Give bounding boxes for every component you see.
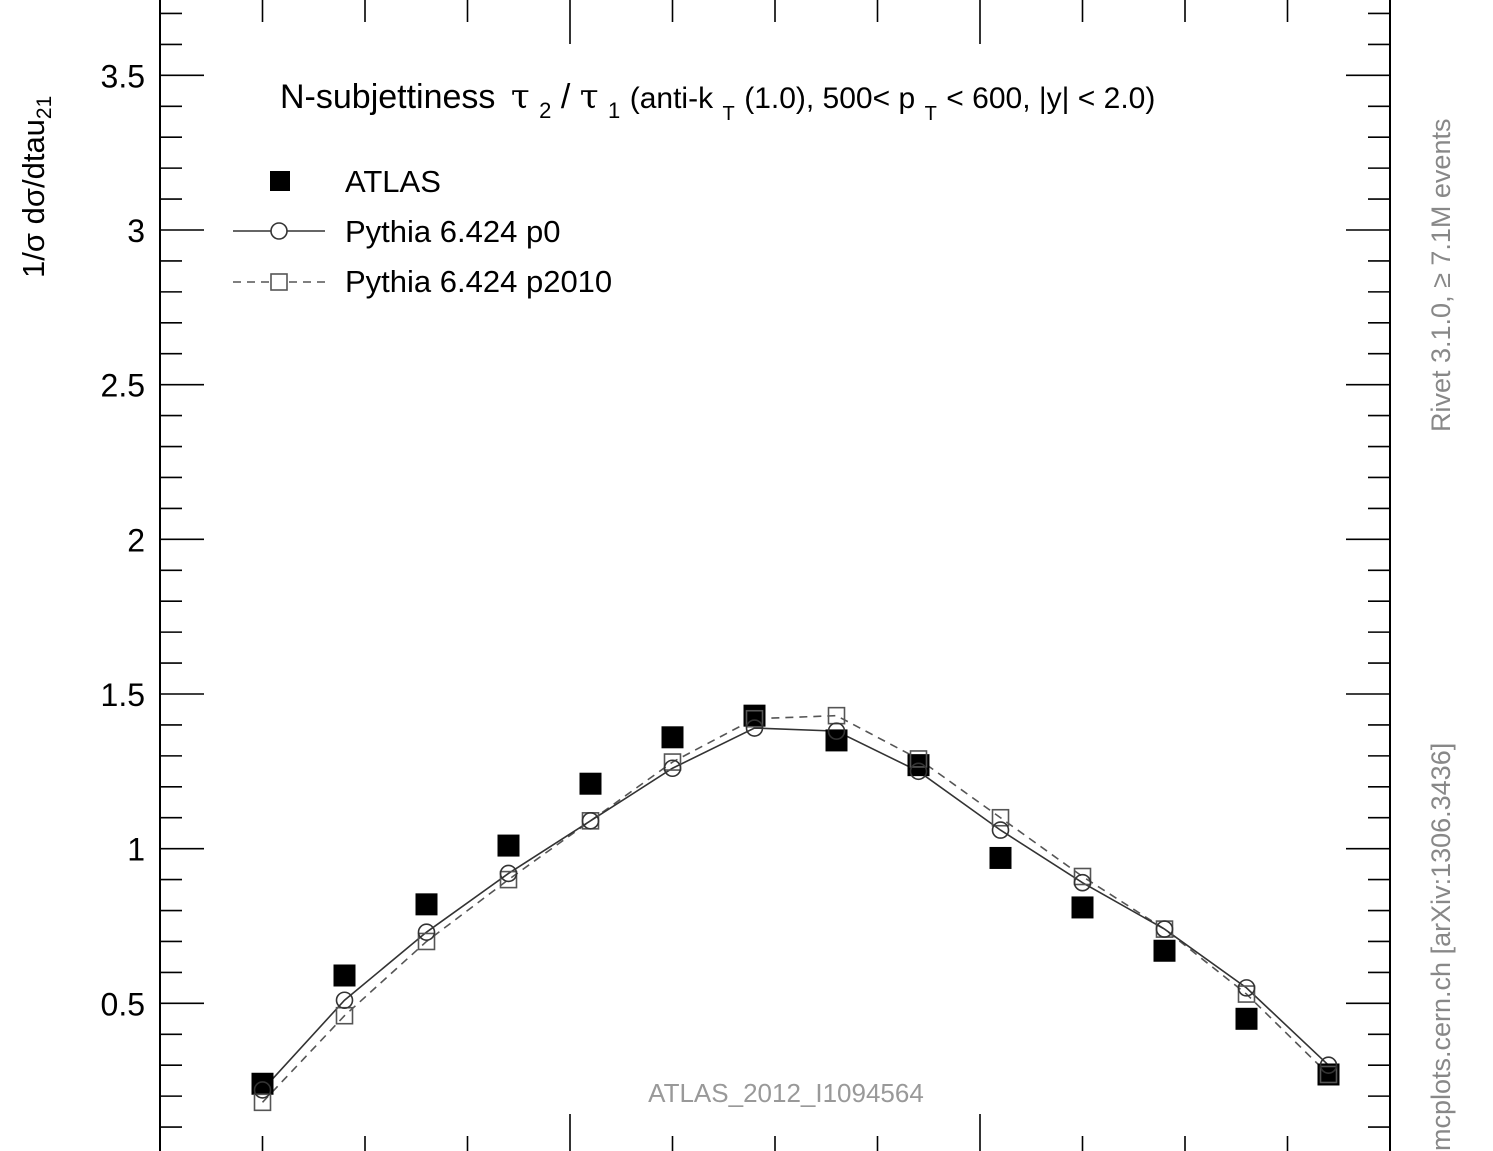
legend-label-atlas: ATLAS: [345, 164, 441, 199]
pythia-p2010-point: [745, 709, 764, 728]
atlas-data-point: [1153, 939, 1176, 962]
atlas-data-point: [415, 893, 438, 916]
plot-frame: [159, 0, 1391, 1151]
atlas-data-point: [661, 726, 684, 749]
pythia-p0-point: [417, 923, 436, 941]
title-sub-2: 2: [539, 98, 551, 123]
title-end: < 600, |y| < 2.0): [946, 82, 1155, 115]
atlas-data-point: [989, 846, 1012, 869]
mcplots-reference-text: mcplots.cern.ch [arXiv:1306.3436]: [1426, 742, 1456, 1151]
legend-label-p2010: Pythia 6.424 p2010: [345, 264, 612, 299]
chart-title: N-subjettiness τ 2 / τ 1 (anti-k T (1.0)…: [280, 77, 1155, 128]
y-tick-label: 0.5: [101, 986, 145, 1022]
legend-marker-atlas: [270, 171, 290, 191]
atlas-data-point: [907, 754, 930, 777]
pythia-p2010-point: [499, 870, 518, 889]
title-slash: /: [561, 78, 571, 116]
series-line-pythia-p2010: [261, 714, 1330, 1103]
title-open: (anti-k: [630, 82, 714, 115]
y-tick-label: 2: [127, 522, 145, 558]
pythia-p0-point: [581, 812, 600, 830]
pythia-p0-point: [991, 821, 1010, 839]
pythia-p0-point: [499, 864, 518, 883]
title-mid: (1.0), 500< p: [744, 82, 915, 115]
title-main: N-subjettiness: [280, 78, 495, 116]
pythia-p2010-point: [1073, 867, 1092, 886]
pythia-p2010-point: [1319, 1065, 1338, 1084]
pythia-p2010-point: [909, 750, 928, 768]
pythia-p0-point: [1237, 979, 1256, 997]
atlas-data-point: [579, 772, 602, 795]
atlas-data-point: [1071, 896, 1094, 919]
atlas-data-point: [825, 729, 848, 752]
legend-marker-p2010: [270, 273, 288, 291]
y-axis-label-text: 1/σ dσ/dtau: [16, 119, 51, 278]
y-axis-label: 1/σ dσ/dtau21: [16, 96, 57, 278]
pythia-p0-point: [745, 719, 764, 737]
legend: ATLAS Pythia 6.424 p0 Pythia 6.424 p2010: [233, 164, 612, 299]
pythia-p2010-point: [1237, 985, 1256, 1003]
title-tau-1: τ: [580, 77, 599, 117]
legend-label-p0: Pythia 6.424 p0: [345, 214, 560, 249]
pythia-p2010-point: [663, 753, 682, 771]
pythia-p0-point: [335, 991, 354, 1010]
watermark: ATLAS_2012_I1094564: [648, 1078, 924, 1108]
pythia-p2010-point: [417, 932, 436, 951]
y-tick-labels: 0.5 1 1.5 2 2.5 3 3.5: [101, 58, 145, 1022]
pythia-p2010-point: [253, 1093, 272, 1112]
pythia-p0-point: [253, 1081, 272, 1099]
atlas-data-point: [251, 1072, 274, 1095]
y-axis-label-sub: 21: [33, 95, 57, 120]
pythia-p0-point: [1155, 920, 1174, 938]
title-sub-t-2: T: [925, 103, 937, 125]
y-tick-label: 3.5: [101, 58, 145, 94]
atlas-data-point: [1235, 1007, 1258, 1030]
y-tick-label: 2.5: [101, 368, 145, 404]
pythia-p0-point: [827, 722, 846, 740]
atlas-data-point: [1317, 1063, 1340, 1086]
pythia-p0-point: [1319, 1056, 1338, 1074]
series-line-pythia-p0: [261, 727, 1330, 1091]
legend-marker-p0: [270, 222, 288, 240]
title-sub-t: T: [723, 103, 735, 125]
y-tick-label: 1: [127, 832, 145, 868]
y-tick-label: 3: [127, 213, 145, 249]
title-sub-1: 1: [608, 98, 620, 123]
y-tick-label: 1.5: [101, 677, 145, 713]
pythia-p0-point: [1073, 873, 1092, 892]
title-tau-2: τ: [511, 77, 530, 117]
axis-ticks: [160, 0, 1390, 1151]
pythia-p0-point: [909, 762, 928, 781]
rivet-version-text: Rivet 3.1.0, ≥ 7.1M events: [1426, 118, 1456, 432]
pythia-p2010-point: [991, 808, 1010, 827]
pythia-p0-point: [663, 759, 682, 778]
atlas-data-point: [333, 964, 356, 987]
atlas-data-point: [497, 834, 520, 857]
series-layer: [251, 704, 1340, 1112]
